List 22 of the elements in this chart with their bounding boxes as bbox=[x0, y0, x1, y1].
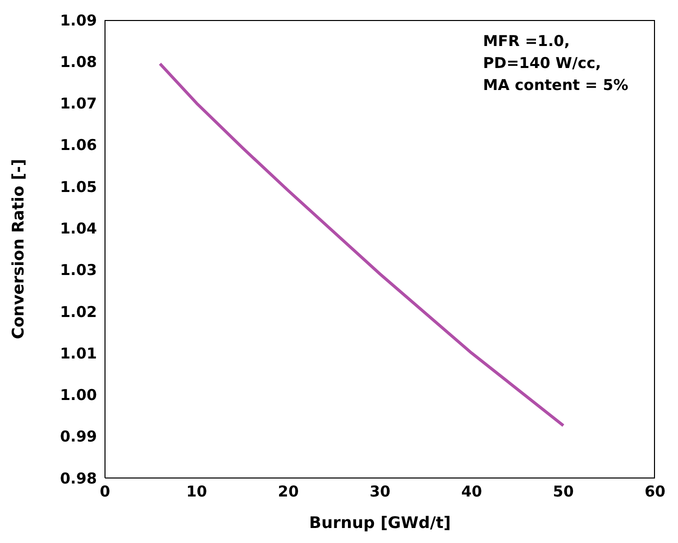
x-tick-label: 60 bbox=[644, 482, 666, 501]
x-tick-label: 40 bbox=[461, 482, 482, 501]
y-tick-label: 1.01 bbox=[60, 344, 97, 362]
x-tick-label: 10 bbox=[186, 482, 208, 501]
y-tick-label: 1.02 bbox=[60, 302, 97, 321]
y-tick-label: 1.07 bbox=[60, 94, 97, 113]
x-tick-label: 30 bbox=[370, 482, 390, 501]
y-tick-label: 1.00 bbox=[60, 386, 97, 404]
x-tick-label: 0 bbox=[100, 482, 110, 501]
y-tick-label: 1.06 bbox=[60, 136, 97, 154]
x-tick-label: 50 bbox=[552, 482, 574, 501]
y-tick-label: 0.98 bbox=[60, 469, 97, 488]
y-tick-label: 0.99 bbox=[60, 428, 97, 446]
y-tick-label: 1.03 bbox=[60, 261, 97, 280]
y-tick-label: 1.09 bbox=[60, 11, 97, 30]
x-tick-label: 20 bbox=[278, 482, 299, 501]
y-axis-title: Conversion Ratio [-] bbox=[8, 158, 28, 340]
x-axis-title: Burnup [GWd/t] bbox=[309, 513, 451, 532]
y-tick-label: 1.05 bbox=[60, 178, 97, 196]
annotation: MFR =1.0, PD=140 W/cc, MA content = 5% bbox=[483, 31, 628, 96]
y-tick-label: 1.08 bbox=[60, 52, 97, 71]
y-tick-label: 1.04 bbox=[60, 220, 97, 238]
